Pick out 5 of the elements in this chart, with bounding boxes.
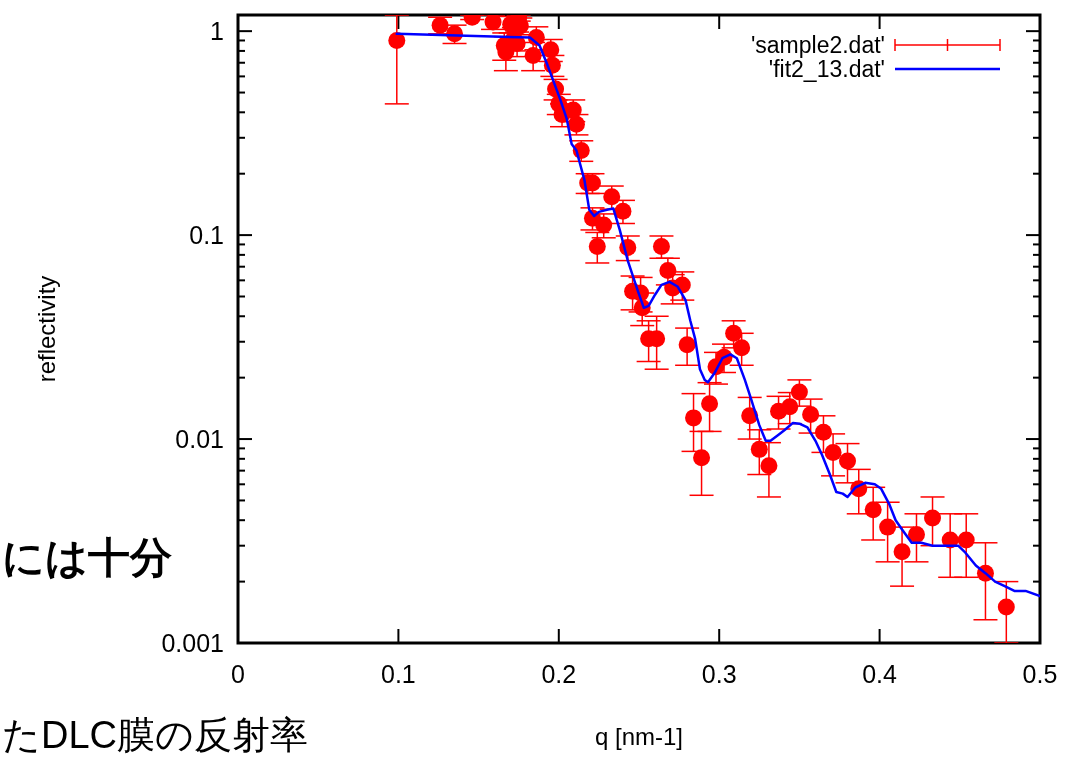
legend-label: 'sample2.dat' [750,32,885,58]
annotation: には十分 [2,534,172,581]
annotation: たDLC膜の反射率 [2,714,309,756]
x-axis-title: q [nm-1] [594,723,684,750]
y-axis-title: reflectivity [33,275,60,383]
